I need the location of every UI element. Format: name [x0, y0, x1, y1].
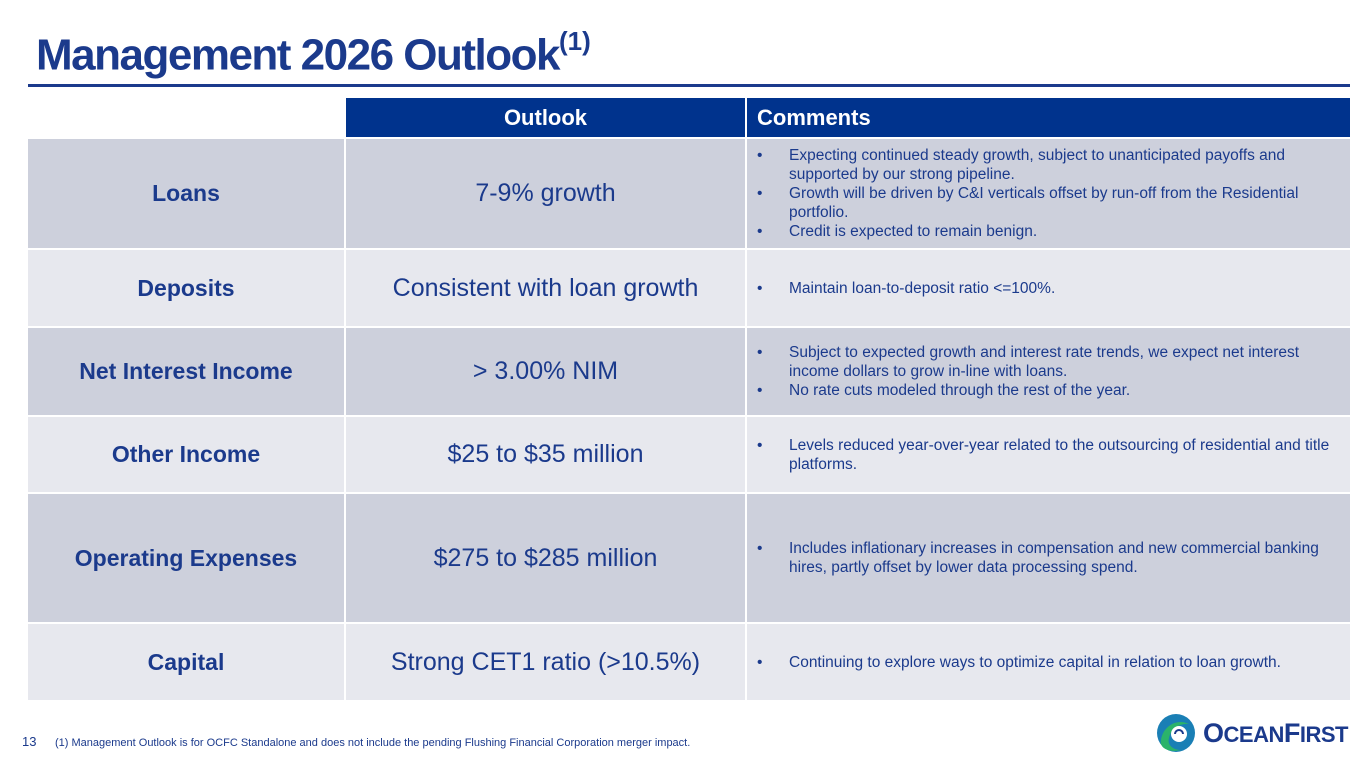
header-blank-cell	[28, 98, 345, 138]
comment-bullet: Growth will be driven by C&I verticals o…	[757, 184, 1342, 222]
header-comments: Comments	[745, 98, 1350, 138]
comment-bullet: Includes inflationary increases in compe…	[757, 539, 1342, 577]
title-divider	[28, 84, 1350, 87]
row-outlook: > 3.00% NIM	[344, 326, 746, 416]
table-row-operating-expenses: Operating Expenses $275 to $285 million …	[28, 492, 1350, 623]
oceanfirst-logo: OCEANFIRST	[1155, 712, 1348, 754]
comment-bullet: Credit is expected to remain benign.	[757, 222, 1342, 241]
row-comments: Levels reduced year-over-year related to…	[745, 415, 1350, 493]
outlook-table: Outlook Comments Loans 7-9% growth Expec…	[28, 98, 1350, 700]
row-comments: Maintain loan-to-deposit ratio <=100%.	[745, 248, 1350, 327]
row-outlook: Strong CET1 ratio (>10.5%)	[344, 622, 746, 700]
comment-bullet: Expecting continued steady growth, subje…	[757, 146, 1342, 184]
comment-bullet: Continuing to explore ways to optimize c…	[757, 653, 1342, 672]
page-title: Management 2026 Outlook(1)	[36, 26, 591, 81]
row-outlook: 7-9% growth	[344, 137, 746, 249]
row-comments: Includes inflationary increases in compe…	[745, 492, 1350, 623]
header-outlook: Outlook	[344, 98, 746, 138]
table-row-loans: Loans 7-9% growth Expecting continued st…	[28, 137, 1350, 249]
row-category: Other Income	[28, 415, 345, 493]
comment-bullet: Levels reduced year-over-year related to…	[757, 436, 1342, 474]
row-outlook: Consistent with loan growth	[344, 248, 746, 327]
title-footnote-marker: (1)	[558, 26, 591, 56]
row-category: Net Interest Income	[28, 326, 345, 416]
footnote: (1) Management Outlook is for OCFC Stand…	[55, 737, 691, 749]
comment-bullet: Subject to expected growth and interest …	[757, 343, 1342, 381]
oceanfirst-wordmark: OCEANFIRST	[1203, 717, 1348, 748]
row-comments: Expecting continued steady growth, subje…	[745, 137, 1350, 249]
row-category: Loans	[28, 137, 345, 249]
comment-bullet: Maintain loan-to-deposit ratio <=100%.	[757, 279, 1342, 298]
row-category: Operating Expenses	[28, 492, 345, 623]
row-category: Deposits	[28, 248, 345, 327]
table-header-row: Outlook Comments	[28, 98, 1350, 138]
row-comments: Continuing to explore ways to optimize c…	[745, 622, 1350, 700]
comment-bullet: No rate cuts modeled through the rest of…	[757, 381, 1342, 400]
table-row-net-interest-income: Net Interest Income > 3.00% NIM Subject …	[28, 326, 1350, 416]
table-row-other-income: Other Income $25 to $35 million Levels r…	[28, 415, 1350, 493]
oceanfirst-wave-icon	[1157, 714, 1195, 752]
row-comments: Subject to expected growth and interest …	[745, 326, 1350, 416]
table-row-deposits: Deposits Consistent with loan growth Mai…	[28, 248, 1350, 327]
row-category: Capital	[28, 622, 345, 700]
row-outlook: $25 to $35 million	[344, 415, 746, 493]
row-outlook: $275 to $285 million	[344, 492, 746, 623]
table-row-capital: Capital Strong CET1 ratio (>10.5%) Conti…	[28, 622, 1350, 700]
page-number: 13	[22, 734, 37, 749]
page-title-text: Management 2026 Outlook	[36, 30, 560, 80]
